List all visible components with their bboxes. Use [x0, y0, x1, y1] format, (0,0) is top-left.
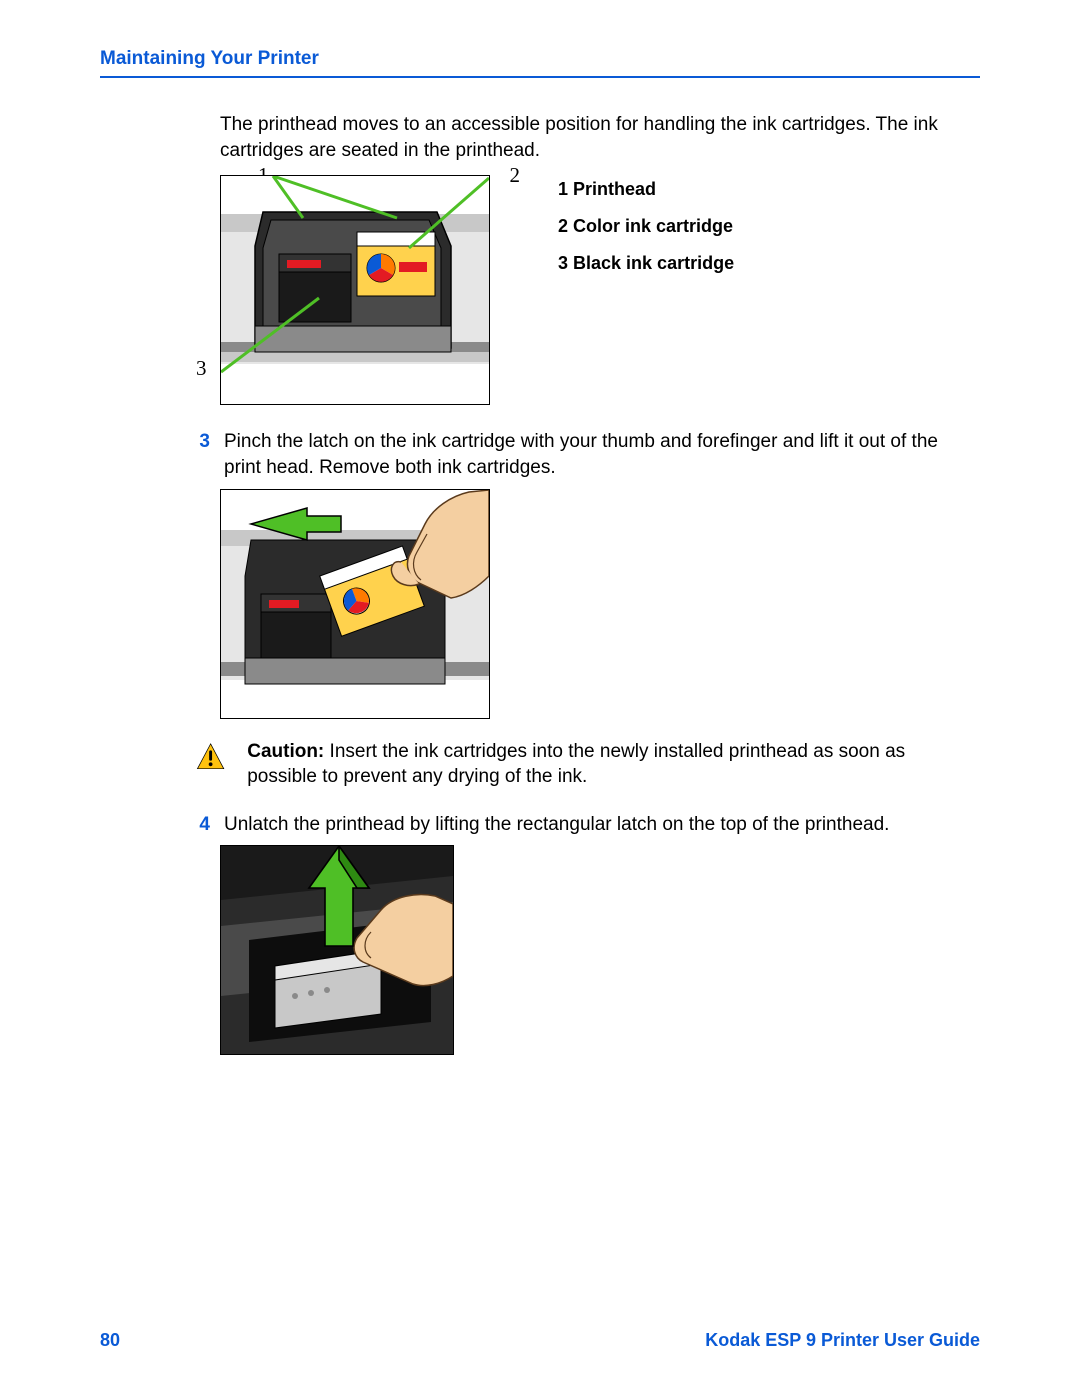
- figure1-legend: 1 Printhead 2 Color ink cartridge 3 Blac…: [558, 169, 734, 282]
- legend-item-2: 2 Color ink cartridge: [558, 208, 734, 245]
- fig1-callout-3: 3: [196, 356, 207, 381]
- caution-block: Caution: Insert the ink cartridges into …: [196, 737, 980, 790]
- caution-label: Caution:: [247, 741, 324, 762]
- intro-paragraph: The printhead moves to an accessible pos…: [220, 112, 980, 163]
- section-title: Maintaining Your Printer: [100, 48, 980, 76]
- step-3-number: 3: [196, 429, 210, 480]
- caution-icon: [196, 737, 225, 777]
- header-rule: [100, 76, 980, 78]
- fig1-callout-2: 2: [510, 163, 521, 188]
- figure-remove-cartridge: [220, 489, 490, 719]
- step-4-number: 4: [196, 812, 210, 838]
- page-number: 80: [100, 1330, 120, 1351]
- figure-unlatch-printhead: [220, 845, 454, 1055]
- figure-printhead-seated: [220, 175, 490, 405]
- legend-item-1: 1 Printhead: [558, 171, 734, 208]
- step-3: 3 Pinch the latch on the ink cartridge w…: [196, 429, 980, 480]
- step-4: 4 Unlatch the printhead by lifting the r…: [196, 812, 980, 838]
- step-4-text: Unlatch the printhead by lifting the rec…: [224, 812, 889, 838]
- legend-item-3: 3 Black ink cartridge: [558, 245, 734, 282]
- step-3-text: Pinch the latch on the ink cartridge wit…: [224, 429, 980, 480]
- footer-guide-title: Kodak ESP 9 Printer User Guide: [705, 1330, 980, 1351]
- caution-text: Insert the ink cartridges into the newly…: [247, 741, 905, 788]
